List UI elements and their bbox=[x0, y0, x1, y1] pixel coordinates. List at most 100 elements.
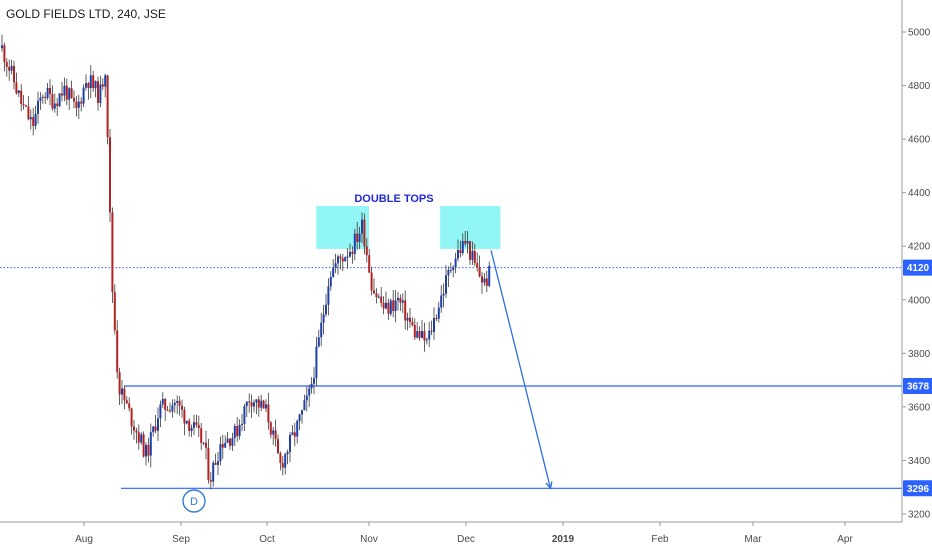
candle-body bbox=[461, 240, 464, 254]
candle-body bbox=[65, 85, 68, 100]
candle-body bbox=[106, 75, 109, 138]
candle-body bbox=[173, 402, 176, 406]
candle-body bbox=[320, 322, 323, 338]
candle-body bbox=[325, 304, 327, 315]
price-tag-label: 4120 bbox=[907, 263, 930, 274]
candle-body bbox=[243, 406, 246, 424]
forecast-arrow-head bbox=[545, 481, 553, 490]
candle-body bbox=[34, 113, 37, 126]
candle-body bbox=[221, 444, 224, 448]
x-tick-label: 2019 bbox=[552, 534, 575, 545]
candle-body bbox=[274, 430, 277, 440]
y-tick-label: 3200 bbox=[908, 510, 931, 521]
candle-body bbox=[13, 65, 15, 83]
candle-body bbox=[286, 451, 289, 455]
candle-body bbox=[10, 65, 13, 71]
candle-body bbox=[356, 233, 359, 242]
candle-body bbox=[75, 101, 78, 108]
candlestick-series bbox=[1, 34, 491, 490]
candle-body bbox=[101, 84, 104, 87]
candle-body bbox=[437, 307, 440, 319]
candle-body bbox=[190, 427, 193, 431]
candle-body bbox=[147, 444, 150, 456]
candle-body bbox=[267, 404, 270, 423]
candle-body bbox=[469, 241, 471, 260]
price-tag-box bbox=[903, 480, 932, 497]
candle-body bbox=[1, 45, 3, 49]
candle-body bbox=[358, 233, 361, 242]
x-axis-ticks: Aug Sep Oct Nov Dec 2019 Feb Mar Apr bbox=[75, 522, 853, 545]
candle-body bbox=[485, 278, 488, 286]
candle-body bbox=[233, 426, 236, 438]
candle-body bbox=[181, 405, 183, 410]
candle-body bbox=[29, 117, 32, 120]
marker-d[interactable]: D bbox=[182, 489, 206, 513]
price-tag-box bbox=[903, 378, 932, 395]
candle-body bbox=[289, 434, 291, 452]
candle-body bbox=[245, 401, 248, 407]
candle-body bbox=[39, 97, 42, 101]
marker-label: D bbox=[190, 496, 198, 508]
price-level-lines bbox=[0, 267, 902, 489]
candle-body bbox=[373, 290, 375, 294]
candle-body bbox=[70, 88, 73, 98]
candle-body bbox=[478, 267, 481, 277]
x-tick-label: Sep bbox=[172, 534, 190, 545]
candle-body bbox=[370, 272, 373, 291]
candle-body bbox=[440, 295, 443, 308]
candle-body bbox=[293, 432, 296, 437]
candle-body bbox=[176, 400, 179, 403]
candle-body bbox=[164, 399, 167, 410]
candle-body bbox=[157, 418, 159, 431]
candle-body bbox=[481, 276, 483, 283]
candle-body bbox=[375, 293, 378, 297]
candle-body bbox=[200, 428, 203, 443]
candle-body bbox=[226, 438, 229, 443]
candle-body bbox=[68, 88, 71, 100]
candle-body bbox=[171, 405, 174, 412]
candle-body bbox=[387, 302, 390, 314]
candle-body bbox=[404, 300, 407, 321]
candle-body bbox=[332, 267, 335, 277]
candle-body bbox=[219, 444, 222, 462]
candle-body bbox=[260, 400, 263, 408]
candle-body bbox=[94, 81, 97, 89]
candle-body bbox=[202, 442, 205, 444]
price-tag-label: 3678 bbox=[907, 382, 930, 393]
candle-body bbox=[313, 378, 315, 384]
candle-body bbox=[214, 462, 217, 465]
price-tags: 4120 3678 3296 bbox=[903, 259, 932, 497]
candle-body bbox=[236, 426, 239, 437]
candle-body bbox=[303, 400, 306, 411]
candle-body bbox=[238, 425, 241, 437]
candle-body bbox=[20, 90, 23, 104]
candle-body bbox=[109, 137, 111, 213]
candle-body bbox=[217, 461, 219, 465]
candle-body bbox=[277, 439, 279, 454]
candle-body bbox=[428, 330, 431, 340]
candle-body bbox=[329, 276, 332, 287]
candle-body bbox=[349, 251, 351, 257]
candle-body bbox=[406, 317, 409, 321]
candle-body bbox=[399, 297, 402, 303]
candle-body bbox=[380, 296, 383, 304]
candle-body bbox=[315, 346, 318, 379]
candle-body bbox=[344, 257, 347, 262]
price-tag-box bbox=[903, 259, 932, 276]
candle-body bbox=[466, 241, 469, 244]
candle-body bbox=[25, 105, 27, 107]
candle-body bbox=[488, 265, 491, 286]
candle-body bbox=[89, 75, 92, 89]
candle-body bbox=[279, 453, 282, 464]
candle-body bbox=[140, 434, 143, 443]
x-tick-label: Aug bbox=[75, 534, 93, 545]
candle-body bbox=[284, 454, 287, 468]
x-tick-label: Mar bbox=[744, 534, 762, 545]
candle-body bbox=[433, 318, 435, 332]
candle-body bbox=[272, 430, 275, 435]
candle-body bbox=[389, 300, 392, 314]
candle-body bbox=[193, 422, 195, 428]
candle-body bbox=[145, 444, 147, 457]
candle-body bbox=[361, 219, 363, 234]
